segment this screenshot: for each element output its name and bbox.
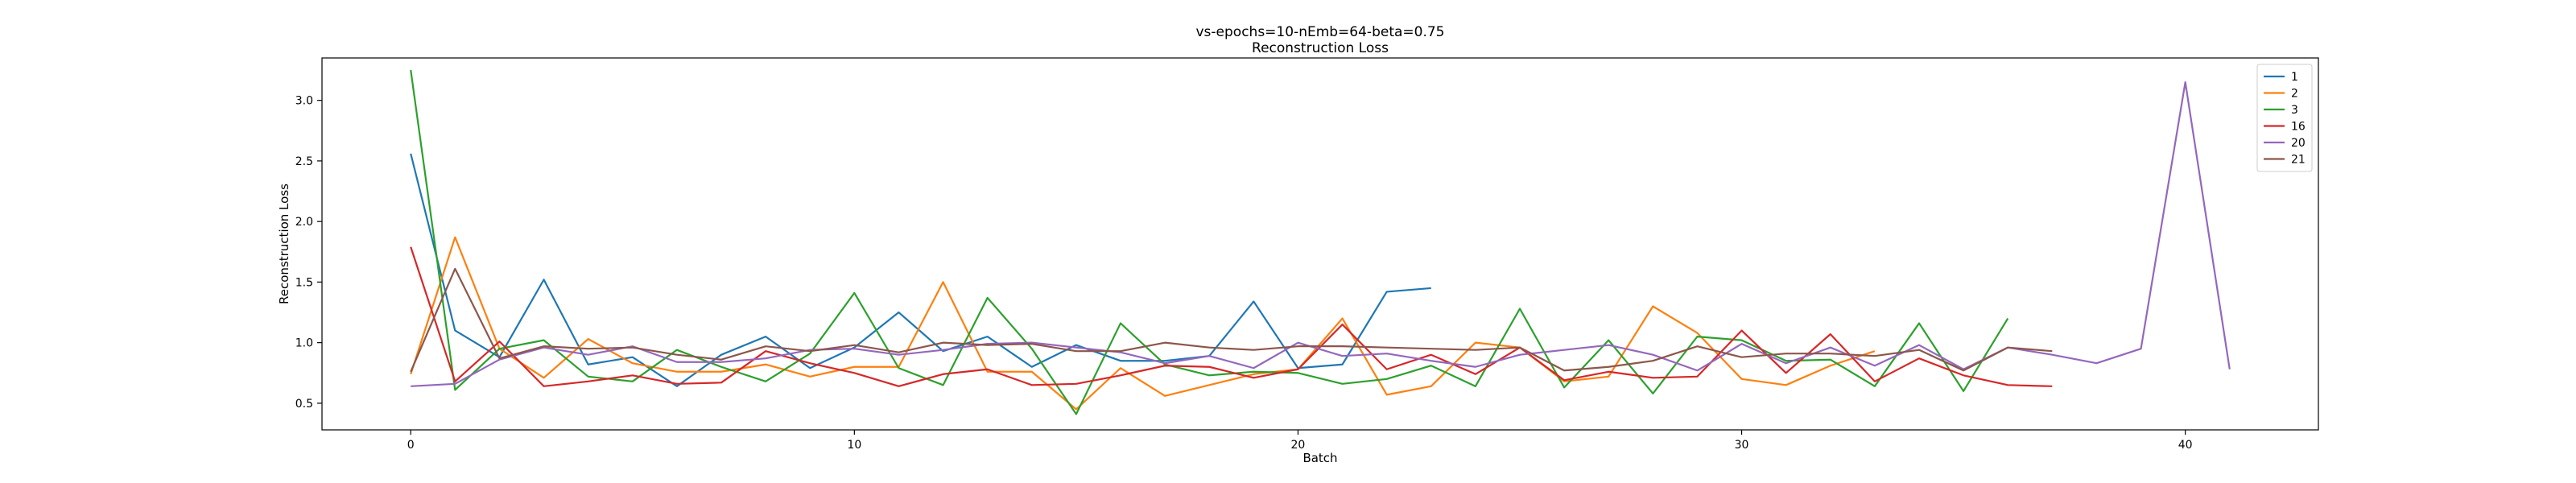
x-axis: 0 10 20 30 40 <box>407 430 2193 452</box>
x-tick-label: 0 <box>407 439 415 452</box>
x-axis-label: Batch <box>1302 451 1337 465</box>
y-tick-label: 0.5 <box>295 398 313 411</box>
legend-label-20: 20 <box>2291 137 2306 150</box>
y-axis-label: Reconstruction Loss <box>277 184 291 304</box>
y-tick-label: 3.0 <box>295 95 313 108</box>
series-line-1 <box>410 153 1431 387</box>
x-tick-label: 10 <box>847 439 861 452</box>
y-tick-label: 1.0 <box>295 337 313 350</box>
plot-area <box>410 69 2231 415</box>
legend-label-21: 21 <box>2291 154 2306 167</box>
x-tick-label: 30 <box>1735 439 1749 452</box>
y-axis: 0.5 1.0 1.5 2.0 2.5 3.0 <box>295 95 322 411</box>
y-tick-label: 1.5 <box>295 276 313 289</box>
legend-label-1: 1 <box>2291 71 2298 84</box>
series-line-20 <box>411 80 2231 387</box>
axes-frame <box>321 57 2319 431</box>
y-tick-label: 2.0 <box>295 216 313 229</box>
series-line-21 <box>410 267 2053 373</box>
y-tick-label: 2.5 <box>295 155 313 168</box>
legend-label-16: 16 <box>2291 121 2306 134</box>
x-tick-label: 20 <box>1291 439 1306 452</box>
series-line-16 <box>410 246 2053 387</box>
legend: 1 2 3 16 20 21 <box>2256 64 2313 172</box>
x-tick-label: 40 <box>2178 439 2193 452</box>
series-line-2 <box>410 236 1876 411</box>
chart-title: vs-epochs=10-nEmb=64-beta=0.75 <box>1196 24 1445 40</box>
legend-label-2: 2 <box>2291 88 2298 101</box>
legend-label-3: 3 <box>2291 104 2298 117</box>
chart-subtitle: Reconstruction Loss <box>1252 40 1389 56</box>
legend-box <box>2256 64 2313 172</box>
series-line-3 <box>410 69 2009 415</box>
